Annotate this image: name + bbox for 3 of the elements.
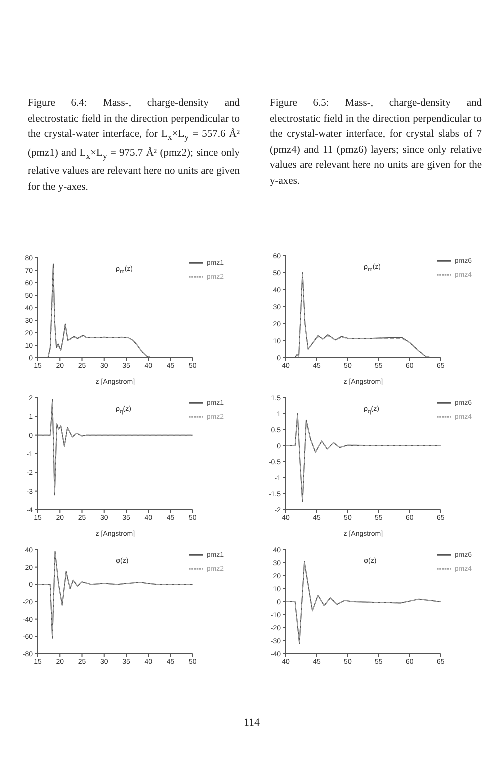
chart-title: Figure 6.5: Mass-, charge-density and electrostatic field in the direction perpendicular to the crystal-water interface, for crystal slabs of 7 (pmz4) and 11 (pmz6) layers; since only relative values are relevant here no units are given for the y-axes. (270, 98, 482, 186)
chart-title: Figure 6.4: Mass-, charge-density and electrostatic field in the direction perpendicular to the crystal-water interface, for L$_{x}$×L$_{y}$ = 557.6 Å² (pmz1) and L$_{x}$×L$_{y}$ = 975.7 Å² (pmz2); since only relative values are relevant here no units are given for the y-axes. (28, 98, 240, 193)
text: 114 (244, 717, 260, 729)
